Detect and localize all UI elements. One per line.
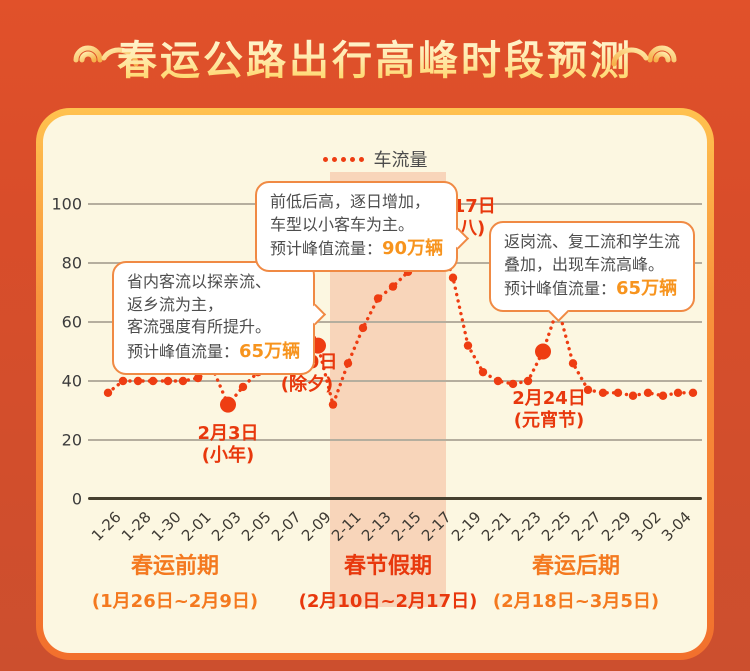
callout-peak-line: 预计峰值流量：65万辆 [504,276,680,302]
data-point [148,376,158,386]
data-point-emphasized [535,343,551,360]
section-name: 春运前期 [130,554,220,579]
section-range: (2月10日~2月17日) [298,591,478,612]
callout-text-line: 省内客流以探亲流、 [127,272,272,291]
callout-pre-holiday: 省内客流以探亲流、 返乡流为主， 客流强度有所提升。 预计峰值流量：65万辆 [112,261,326,375]
page-title: 春运公路出行高峰时段预测 [0,28,750,86]
section-late: 春运后期 (2月18日~3月5日) [493,548,659,613]
data-point [358,323,368,333]
data-point [178,376,188,386]
data-point [103,388,113,397]
callout-text-line: 车型以小客车为主。 [270,214,415,234]
legend: 车流量 [0,146,750,172]
date-annotation-title: 2月24日 [512,388,586,409]
data-point [658,391,668,400]
gridline [88,380,702,382]
data-point [388,282,398,291]
data-point [133,376,143,386]
callout-text-line: 前低后高，逐日增加， [270,192,431,211]
cloud-ornament-right-icon [611,45,720,67]
data-point [583,385,593,395]
date-annotation-yuanxiao: 2月24日 (元宵节) [512,388,586,431]
y-tick-label: 100 [51,194,82,214]
callout-holiday: 前低后高，逐日增加， 车型以小客车为主。 预计峰值流量：90万辆 [255,181,469,272]
data-point [688,388,698,397]
date-annotation-subtitle: (元宵节) [513,409,585,431]
data-point [478,367,488,377]
callout-text-line: 客流强度有所提升。 [127,317,272,337]
data-point [118,376,128,386]
y-tick-label: 20 [61,430,82,450]
peak-value: 65万辆 [616,278,678,300]
data-point [523,376,533,386]
gridline [88,439,702,441]
section-name: 春运后期 [531,554,621,579]
peak-label: 预计峰值流量： [127,342,240,362]
header-banner: 春运公路出行高峰时段预测 [0,0,750,108]
callout-peak-line: 预计峰值流量：90万辆 [270,236,443,262]
section-early: 春运前期 (1月26日~2月9日) [92,548,258,613]
peak-label: 预计峰值流量： [504,279,617,299]
data-point [463,341,473,350]
data-point [238,382,248,392]
data-point [568,359,578,368]
date-annotation-subtitle: (除夕) [280,373,334,395]
date-annotation-subtitle: (小年) [201,444,255,466]
data-point [193,373,203,383]
gridline [88,321,702,323]
y-tick-label: 40 [61,371,82,391]
y-tick-label: 60 [61,312,82,332]
data-point [598,388,608,397]
data-point [373,294,383,303]
callout-text-line: 叠加，出现车流高峰。 [504,254,665,274]
callout-text-line: 返乡流为主， [127,294,224,314]
peak-value: 90万辆 [382,238,444,260]
callout-post-holiday: 返岗流、复工流和学生流 叠加，出现车流高峰。 预计峰值流量：65万辆 [489,221,696,323]
data-point [628,391,638,400]
data-point [673,388,683,397]
cloud-ornament-left-icon [30,45,139,67]
section-range: (2月18日~3月5日) [492,591,660,612]
section-holiday: 春节假期 (2月10日~2月17日) [299,548,478,613]
data-point [163,376,173,386]
data-point-emphasized [220,396,236,413]
y-tick-label: 0 [71,489,82,509]
data-point [493,376,503,386]
callout-peak-line: 预计峰值流量：65万辆 [127,339,300,365]
data-point [343,359,353,368]
callout-text-line: 返岗流、复工流和学生流 [504,232,681,251]
y-tick-label: 80 [61,253,82,273]
section-name: 春节假期 [343,554,432,579]
data-point [613,388,623,397]
data-point [328,400,338,409]
date-annotation-xiaonian: 2月3日 (小年) [197,423,258,466]
x-axis-line [88,497,702,500]
data-point [643,388,653,397]
legend-label: 车流量 [373,150,428,171]
peak-value: 65万辆 [239,341,301,363]
data-point [448,273,458,282]
peak-label: 预计峰值流量： [270,239,383,259]
date-annotation-title: 2月3日 [197,423,259,444]
data-point [508,379,518,389]
legend-dotted-line-icon [322,156,364,162]
section-range: (1月26日~2月9日) [91,591,259,612]
